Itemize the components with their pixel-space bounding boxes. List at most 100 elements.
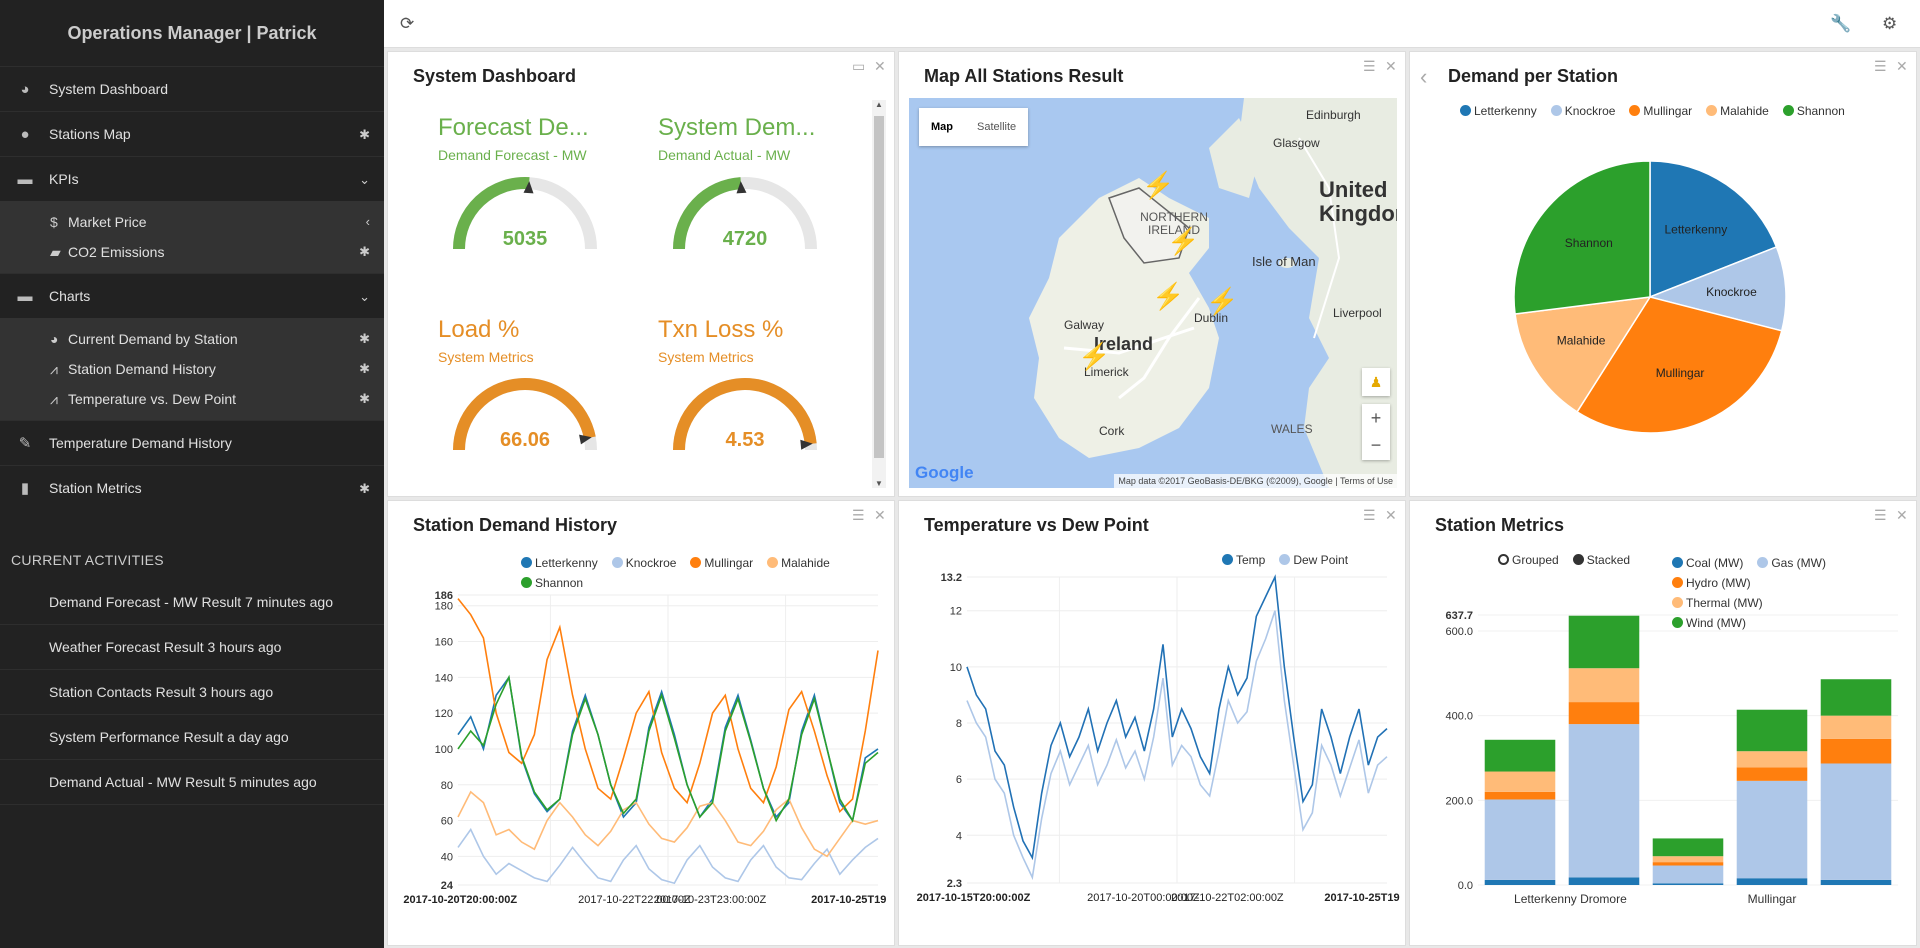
gear-icon[interactable]: ✱ bbox=[359, 361, 370, 376]
wrench-icon[interactable]: 🔧 bbox=[1830, 14, 1852, 33]
bar-segment[interactable] bbox=[1652, 862, 1724, 866]
bar-segment[interactable] bbox=[1736, 709, 1808, 752]
menu-icon[interactable]: ☰ bbox=[1363, 58, 1376, 74]
sidebar-item-co2-emissions[interactable]: ▰ CO2 Emissions ✱ bbox=[0, 237, 384, 267]
series-line[interactable] bbox=[966, 610, 1388, 881]
map-button[interactable]: Map bbox=[931, 121, 953, 133]
pie-slice[interactable] bbox=[1649, 160, 1778, 299]
back-icon[interactable]: ‹ bbox=[1420, 64, 1428, 89]
legend-item[interactable]: Gas (MW) bbox=[1757, 553, 1826, 573]
activity-item[interactable]: Station Contacts Result 3 hours ago bbox=[0, 670, 384, 715]
bar-segment[interactable] bbox=[1568, 668, 1640, 703]
pie-slice[interactable] bbox=[1647, 245, 1787, 332]
sidebar-item-charts[interactable]: ▬ Charts ⌄ bbox=[0, 273, 384, 318]
bar-segment[interactable] bbox=[1820, 679, 1892, 716]
bar-segment[interactable] bbox=[1820, 763, 1892, 880]
close-icon[interactable]: ✕ bbox=[1896, 58, 1908, 74]
station-marker-icon[interactable]: ⚡ bbox=[1206, 286, 1239, 316]
gear-icon[interactable]: ✱ bbox=[359, 331, 370, 346]
bar-segment[interactable] bbox=[1820, 879, 1892, 885]
bar-segment[interactable] bbox=[1652, 856, 1724, 863]
legend-item[interactable]: Malahide bbox=[1706, 104, 1769, 118]
activity-item[interactable]: System Performance Result a day ago bbox=[0, 715, 384, 760]
legend-item[interactable]: Letterkenny bbox=[1460, 104, 1537, 118]
menu-icon[interactable]: ☰ bbox=[1874, 58, 1887, 74]
activity-item[interactable]: Demand Actual - MW Result 5 minutes ago bbox=[0, 760, 384, 805]
bar-segment[interactable] bbox=[1484, 799, 1556, 880]
bar-segment[interactable] bbox=[1568, 877, 1640, 885]
grouped-radio[interactable]: Grouped bbox=[1498, 553, 1559, 567]
bar-segment[interactable] bbox=[1820, 715, 1892, 739]
bar-segment[interactable] bbox=[1736, 751, 1808, 768]
sidebar-item-system-dashboard[interactable]: ◕ System Dashboard bbox=[0, 66, 384, 111]
pie-slice[interactable] bbox=[1576, 296, 1783, 434]
legend-item[interactable]: Wind (MW) bbox=[1672, 613, 1746, 633]
legend-item[interactable]: Malahide bbox=[767, 553, 830, 573]
series-line[interactable] bbox=[966, 574, 1388, 861]
activity-item[interactable]: Weather Forecast Result 3 hours ago bbox=[0, 625, 384, 670]
bar-segment[interactable] bbox=[1568, 724, 1640, 878]
series-line[interactable] bbox=[457, 790, 879, 858]
legend-item[interactable]: Thermal (MW) bbox=[1672, 593, 1763, 613]
terms-link[interactable]: Terms of Use bbox=[1339, 476, 1393, 486]
stations-map[interactable]: Map Satellite Edinburgh Glasgow United Ki… bbox=[909, 98, 1397, 488]
bar-segment[interactable] bbox=[1568, 702, 1640, 725]
bar-segment[interactable] bbox=[1484, 739, 1556, 772]
bar-segment[interactable] bbox=[1484, 771, 1556, 792]
bar-segment[interactable] bbox=[1652, 883, 1724, 885]
legend-item[interactable]: Mullingar bbox=[690, 553, 753, 573]
sidebar-item-station-metrics[interactable]: ▮ Station Metrics ✱ bbox=[0, 465, 384, 510]
satellite-button[interactable]: Satellite bbox=[977, 121, 1017, 133]
station-marker-icon[interactable]: ⚡ bbox=[1078, 341, 1111, 371]
close-icon[interactable]: ✕ bbox=[1896, 507, 1908, 523]
series-line[interactable] bbox=[457, 674, 879, 823]
bar-segment[interactable] bbox=[1736, 878, 1808, 885]
legend-item[interactable]: Shannon bbox=[1782, 104, 1845, 118]
gear-icon[interactable]: ✱ bbox=[359, 244, 370, 259]
legend-item[interactable]: Knockroe bbox=[611, 553, 676, 573]
scrollbar[interactable]: ▲ ▼ bbox=[872, 100, 886, 488]
stacked-radio[interactable]: Stacked bbox=[1572, 553, 1630, 567]
sidebar-item-stations-map[interactable]: ● Stations Map ✱ bbox=[0, 111, 384, 156]
legend-item[interactable]: Mullingar bbox=[1629, 104, 1692, 118]
bar-segment[interactable] bbox=[1652, 838, 1724, 857]
gear-icon[interactable]: ⚙ bbox=[1882, 14, 1898, 33]
sidebar-item-temp-dew[interactable]: ⩘ Temperature vs. Dew Point ✱ bbox=[0, 384, 384, 414]
sidebar-item-temperature-demand-history[interactable]: ✎ Temperature Demand History bbox=[0, 420, 384, 465]
menu-icon[interactable]: ☰ bbox=[1874, 507, 1887, 523]
series-line[interactable] bbox=[457, 598, 879, 814]
bar-segment[interactable] bbox=[1652, 865, 1724, 884]
zoom-in-button[interactable]: + bbox=[1370, 408, 1382, 428]
legend-item[interactable]: Knockroe bbox=[1550, 104, 1615, 118]
station-marker-icon[interactable]: ⚡ bbox=[1167, 226, 1200, 256]
legend-item[interactable]: Letterkenny bbox=[521, 553, 598, 573]
legend-item[interactable]: Shannon bbox=[521, 573, 583, 593]
sidebar-item-current-demand[interactable]: ◕ Current Demand by Station ✱ bbox=[0, 324, 384, 354]
legend-item[interactable]: Dew Point bbox=[1279, 553, 1348, 567]
zoom-out-button[interactable]: − bbox=[1370, 435, 1382, 455]
bar-segment[interactable] bbox=[1484, 879, 1556, 885]
close-icon[interactable]: ✕ bbox=[874, 507, 886, 523]
sidebar-item-kpis[interactable]: ▬ KPIs ⌄ bbox=[0, 156, 384, 201]
minimize-icon[interactable]: ▭ bbox=[852, 58, 866, 74]
close-icon[interactable]: ✕ bbox=[874, 58, 886, 74]
station-marker-icon[interactable]: ⚡ bbox=[1152, 281, 1185, 311]
sidebar-item-market-price[interactable]: $ Market Price ‹ bbox=[0, 207, 384, 237]
activity-item[interactable]: Demand Forecast - MW Result 7 minutes ag… bbox=[0, 580, 384, 625]
pie-slice[interactable] bbox=[1513, 160, 1651, 315]
legend-item[interactable]: Hydro (MW) bbox=[1672, 573, 1751, 593]
station-marker-icon[interactable]: ⚡ bbox=[1142, 170, 1175, 200]
bar-segment[interactable] bbox=[1736, 767, 1808, 781]
pie-slice[interactable] bbox=[1514, 296, 1652, 413]
menu-icon[interactable]: ☰ bbox=[1363, 507, 1376, 523]
gear-icon[interactable]: ✱ bbox=[359, 481, 370, 496]
bar-segment[interactable] bbox=[1484, 791, 1556, 800]
menu-icon[interactable]: ☰ bbox=[852, 507, 865, 523]
pegman-icon[interactable]: ♟ bbox=[1362, 368, 1390, 396]
sidebar-item-station-demand-history[interactable]: ⩘ Station Demand History ✱ bbox=[0, 354, 384, 384]
series-line[interactable] bbox=[457, 827, 879, 885]
bar-segment[interactable] bbox=[1568, 615, 1640, 669]
close-icon[interactable]: ✕ bbox=[1385, 507, 1397, 523]
gear-icon[interactable]: ✱ bbox=[359, 127, 370, 142]
bar-segment[interactable] bbox=[1736, 780, 1808, 879]
